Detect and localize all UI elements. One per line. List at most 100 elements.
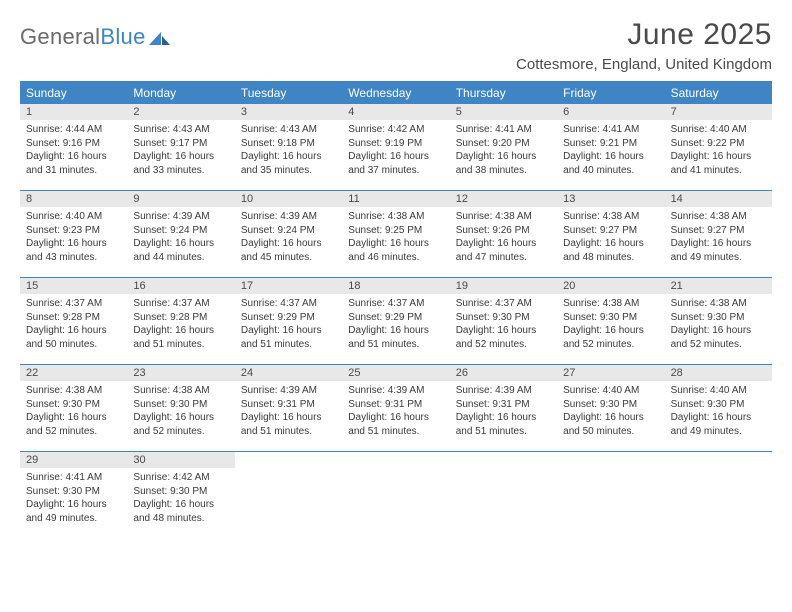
daylight-line-1: Daylight: 16 hours	[26, 324, 121, 338]
daylight-line-1: Daylight: 16 hours	[133, 498, 228, 512]
daylight-line-2: and 52 minutes.	[456, 338, 551, 352]
day-cell: 20Sunrise: 4:38 AMSunset: 9:30 PMDayligh…	[557, 278, 664, 364]
day-header: Thursday	[450, 83, 557, 104]
day-cell: 9Sunrise: 4:39 AMSunset: 9:24 PMDaylight…	[127, 191, 234, 277]
day-number: 15	[20, 278, 127, 294]
daylight-line-1: Daylight: 16 hours	[456, 150, 551, 164]
day-number: 26	[450, 365, 557, 381]
sunset-line: Sunset: 9:24 PM	[241, 224, 336, 238]
daylight-line-1: Daylight: 16 hours	[456, 324, 551, 338]
day-cell: 25Sunrise: 4:39 AMSunset: 9:31 PMDayligh…	[342, 365, 449, 451]
sunrise-line: Sunrise: 4:41 AM	[26, 471, 121, 485]
sunrise-line: Sunrise: 4:39 AM	[241, 384, 336, 398]
daylight-line-1: Daylight: 16 hours	[348, 237, 443, 251]
sunrise-line: Sunrise: 4:42 AM	[133, 471, 228, 485]
daylight-line-1: Daylight: 16 hours	[133, 237, 228, 251]
sunset-line: Sunset: 9:16 PM	[26, 137, 121, 151]
day-number: 16	[127, 278, 234, 294]
day-cell: 2Sunrise: 4:43 AMSunset: 9:17 PMDaylight…	[127, 104, 234, 190]
sunset-line: Sunset: 9:30 PM	[26, 485, 121, 499]
sunset-line: Sunset: 9:26 PM	[456, 224, 551, 238]
sunrise-line: Sunrise: 4:39 AM	[133, 210, 228, 224]
daylight-line-1: Daylight: 16 hours	[671, 237, 766, 251]
sunrise-line: Sunrise: 4:38 AM	[671, 297, 766, 311]
day-number: 9	[127, 191, 234, 207]
day-cell-empty	[665, 452, 772, 538]
daylight-line-1: Daylight: 16 hours	[241, 411, 336, 425]
day-cell: 16Sunrise: 4:37 AMSunset: 9:28 PMDayligh…	[127, 278, 234, 364]
daylight-line-2: and 33 minutes.	[133, 164, 228, 178]
daylight-line-2: and 52 minutes.	[671, 338, 766, 352]
daylight-line-2: and 37 minutes.	[348, 164, 443, 178]
calendar-page: GeneralBlue June 2025 Cottesmore, Englan…	[0, 0, 792, 538]
daylight-line-1: Daylight: 16 hours	[563, 237, 658, 251]
day-cell: 18 Sunrise: 4:37 AMSunset: 9:29 PMDayligh…	[342, 278, 449, 364]
day-number: 8	[20, 191, 127, 207]
sunrise-line: Sunrise: 4:40 AM	[26, 210, 121, 224]
daylight-line-2: and 48 minutes.	[563, 251, 658, 265]
sunrise-line: Sunrise: 4:38 AM	[671, 210, 766, 224]
sunrise-line: Sunrise: 4:37 AM	[348, 297, 443, 311]
day-header: Wednesday	[342, 83, 449, 104]
day-cell: 14Sunrise: 4:38 AMSunset: 9:27 PMDayligh…	[665, 191, 772, 277]
sunset-line: Sunset: 9:17 PM	[133, 137, 228, 151]
daylight-line-1: Daylight: 16 hours	[671, 150, 766, 164]
day-header: Monday	[127, 83, 234, 104]
daylight-line-1: Daylight: 16 hours	[26, 150, 121, 164]
day-cell: 1Sunrise: 4:44 AMSunset: 9:16 PMDaylight…	[20, 104, 127, 190]
sunset-line: Sunset: 9:31 PM	[456, 398, 551, 412]
day-cell: 15Sunrise: 4:37 AMSunset: 9:28 PMDayligh…	[20, 278, 127, 364]
brand-word-blue: Blue	[100, 24, 145, 50]
day-number: 25	[342, 365, 449, 381]
day-header-row: SundayMondayTuesdayWednesdayThursdayFrid…	[20, 83, 772, 104]
day-cell: 7Sunrise: 4:40 AMSunset: 9:22 PMDaylight…	[665, 104, 772, 190]
sunrise-line: Sunrise: 4:39 AM	[241, 210, 336, 224]
day-cell: 30Sunrise: 4:42 AMSunset: 9:30 PMDayligh…	[127, 452, 234, 538]
day-cell: 29Sunrise: 4:41 AMSunset: 9:30 PMDayligh…	[20, 452, 127, 538]
location-text: Cottesmore, England, United Kingdom	[516, 56, 772, 73]
sunrise-line: Sunrise: 4:37 AM	[241, 297, 336, 311]
sunrise-line: Sunrise: 4:37 AM	[26, 297, 121, 311]
sunset-line: Sunset: 9:29 PM	[241, 311, 336, 325]
daylight-line-2: and 52 minutes.	[133, 425, 228, 439]
day-header: Friday	[557, 83, 664, 104]
day-cell: 28Sunrise: 4:40 AMSunset: 9:30 PMDayligh…	[665, 365, 772, 451]
daylight-line-1: Daylight: 16 hours	[26, 411, 121, 425]
day-number: 6	[557, 104, 664, 120]
week-row: 8 Sunrise: 4:40 AMSunset: 9:23 PM Daylight…	[20, 191, 772, 278]
daylight-line-2: and 41 minutes.	[671, 164, 766, 178]
sunset-line: Sunset: 9:23 PM	[26, 224, 121, 238]
sunset-line: Sunset: 9:29 PM	[348, 311, 443, 325]
sunrise-line: Sunrise: 4:42 AM	[348, 123, 443, 137]
daylight-line-1: Daylight: 16 hours	[671, 411, 766, 425]
day-number: 13	[557, 191, 664, 207]
daylight-line-1: Daylight: 16 hours	[133, 411, 228, 425]
sunset-line: Sunset: 9:30 PM	[133, 398, 228, 412]
day-header: Sunday	[20, 83, 127, 104]
day-number: 21	[665, 278, 772, 294]
daylight-line-1: Daylight: 16 hours	[133, 150, 228, 164]
daylight-line-2: and 51 minutes.	[241, 338, 336, 352]
sunset-line: Sunset: 9:28 PM	[133, 311, 228, 325]
daylight-line-2: and 48 minutes.	[133, 512, 228, 526]
sunset-line: Sunset: 9:30 PM	[563, 311, 658, 325]
week-row: 22Sunrise: 4:38 AMSunset: 9:30 PMDayligh…	[20, 365, 772, 452]
daylight-line-1: Daylight: 16 hours	[671, 324, 766, 338]
daylight-line-1: Daylight: 16 hours	[348, 324, 443, 338]
day-number: 18	[342, 278, 449, 294]
sunrise-line: Sunrise: 4:40 AM	[671, 123, 766, 137]
sunrise-line: Sunrise: 4:39 AM	[456, 384, 551, 398]
sunset-line: Sunset: 9:31 PM	[241, 398, 336, 412]
day-number: 27	[557, 365, 664, 381]
sunrise-line: Sunrise: 4:41 AM	[456, 123, 551, 137]
day-cell: 13Sunrise: 4:38 AMSunset: 9:27 PMDayligh…	[557, 191, 664, 277]
brand-word-general: General	[20, 24, 100, 50]
daylight-line-1: Daylight: 16 hours	[241, 150, 336, 164]
sunset-line: Sunset: 9:25 PM	[348, 224, 443, 238]
title-block: June 2025 Cottesmore, England, United Ki…	[516, 18, 772, 73]
day-cell-empty	[557, 452, 664, 538]
day-cell: 19Sunrise: 4:37 AMSunset: 9:30 PMDayligh…	[450, 278, 557, 364]
page-header: GeneralBlue June 2025 Cottesmore, Englan…	[20, 18, 772, 73]
day-number: 14	[665, 191, 772, 207]
daylight-line-2: and 49 minutes.	[671, 425, 766, 439]
